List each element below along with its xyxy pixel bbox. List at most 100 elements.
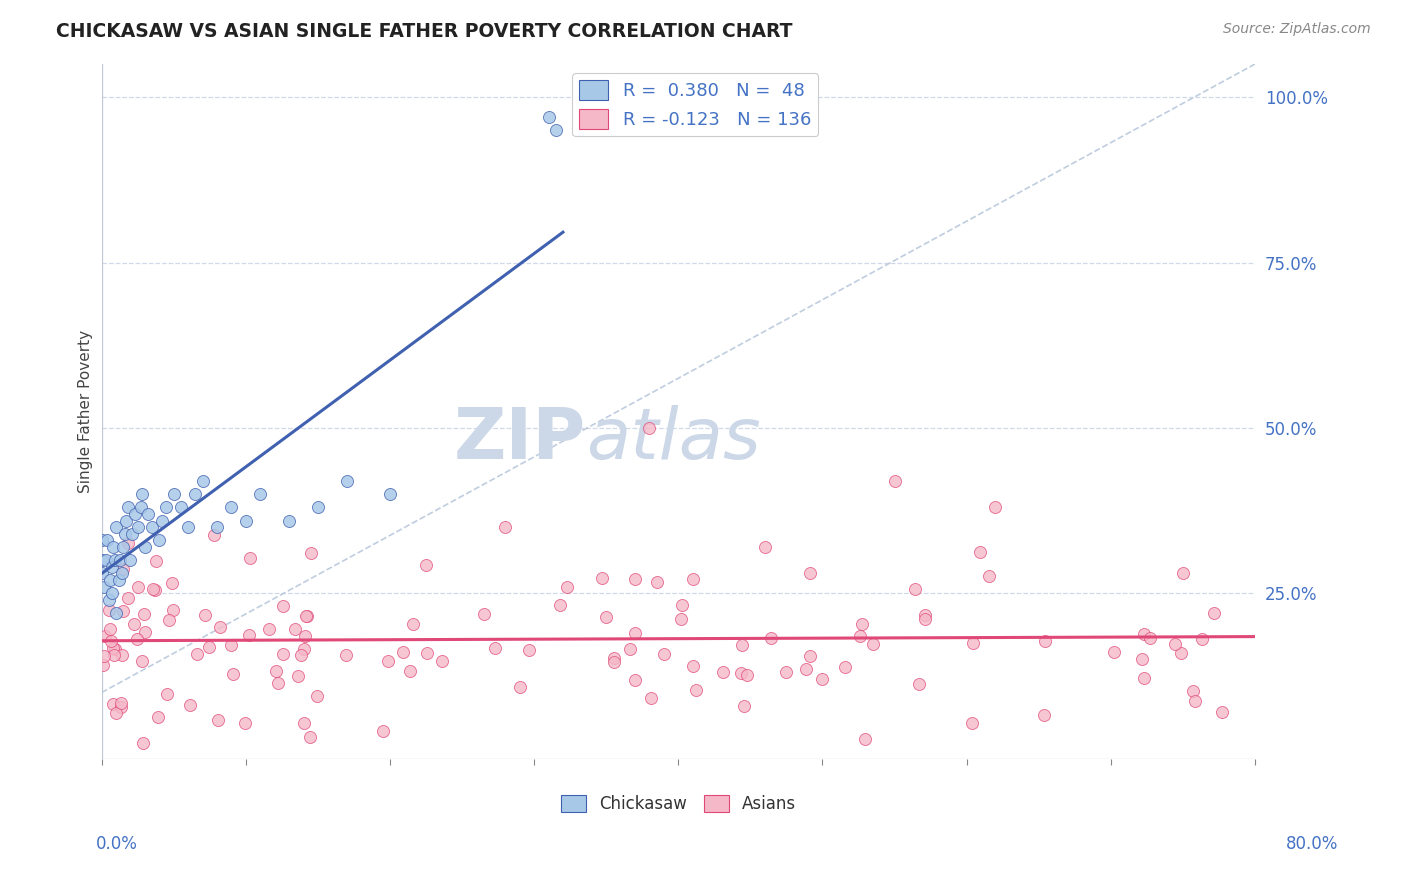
Point bbox=[299, 545, 322, 559]
Point bbox=[799, 566, 821, 580]
Point bbox=[640, 690, 662, 705]
Point bbox=[287, 668, 309, 682]
Point bbox=[156, 687, 179, 701]
Point bbox=[1163, 637, 1185, 651]
Point bbox=[134, 624, 156, 639]
Point bbox=[249, 487, 271, 501]
Point bbox=[184, 487, 207, 501]
Point bbox=[117, 536, 139, 550]
Point bbox=[157, 613, 180, 627]
Point bbox=[671, 598, 693, 612]
Point bbox=[430, 654, 453, 668]
Point bbox=[591, 571, 613, 585]
Point bbox=[848, 628, 870, 642]
Point bbox=[979, 568, 1001, 582]
Point bbox=[294, 629, 316, 643]
Point bbox=[100, 633, 122, 648]
Point bbox=[284, 622, 307, 636]
Point bbox=[207, 713, 229, 727]
Point bbox=[908, 676, 931, 690]
Point bbox=[730, 665, 752, 680]
Point bbox=[1139, 631, 1161, 645]
Point bbox=[186, 647, 208, 661]
Point bbox=[671, 612, 693, 626]
Point bbox=[112, 540, 135, 554]
Point bbox=[624, 626, 647, 640]
Point bbox=[307, 500, 329, 515]
Point bbox=[731, 638, 754, 652]
Point bbox=[120, 553, 142, 567]
Point bbox=[132, 607, 155, 621]
Point bbox=[1133, 671, 1156, 685]
Point bbox=[101, 640, 124, 655]
Point bbox=[335, 648, 357, 662]
Point bbox=[1102, 645, 1125, 659]
Point bbox=[273, 648, 295, 662]
Point bbox=[775, 665, 797, 679]
Point bbox=[142, 582, 165, 596]
Point bbox=[145, 554, 167, 568]
Point bbox=[603, 655, 626, 669]
Point bbox=[110, 700, 132, 714]
Text: atlas: atlas bbox=[586, 405, 761, 474]
Point bbox=[415, 646, 437, 660]
Point bbox=[131, 487, 153, 501]
Point bbox=[295, 608, 318, 623]
Point bbox=[305, 690, 328, 704]
Point bbox=[1191, 632, 1213, 646]
Point bbox=[290, 648, 312, 663]
Point bbox=[399, 664, 422, 678]
Point bbox=[122, 617, 145, 632]
Point bbox=[557, 580, 579, 594]
Point bbox=[1204, 606, 1226, 620]
Point bbox=[1171, 566, 1194, 581]
Point bbox=[141, 520, 163, 534]
Point bbox=[117, 591, 139, 605]
Point bbox=[862, 637, 884, 651]
Point bbox=[136, 507, 159, 521]
Point bbox=[834, 659, 856, 673]
Point bbox=[111, 604, 134, 618]
Point bbox=[652, 647, 675, 661]
Point bbox=[90, 566, 112, 581]
Point bbox=[377, 654, 399, 668]
Point bbox=[796, 662, 818, 676]
Point bbox=[1211, 705, 1233, 719]
Point bbox=[93, 648, 115, 663]
Point bbox=[127, 581, 149, 595]
Point bbox=[163, 487, 186, 501]
Point bbox=[1133, 627, 1156, 641]
Point bbox=[146, 709, 169, 723]
Point bbox=[602, 651, 624, 665]
Point bbox=[96, 533, 118, 548]
Point bbox=[125, 632, 148, 647]
Point bbox=[853, 731, 876, 746]
Point bbox=[550, 599, 572, 613]
Text: ZIP: ZIP bbox=[454, 405, 586, 474]
Point bbox=[131, 655, 153, 669]
Point bbox=[682, 572, 704, 586]
Point bbox=[110, 648, 132, 662]
Point bbox=[371, 724, 394, 739]
Point bbox=[682, 658, 704, 673]
Text: CHICKASAW VS ASIAN SINGLE FATHER POVERTY CORRELATION CHART: CHICKASAW VS ASIAN SINGLE FATHER POVERTY… bbox=[56, 22, 793, 41]
Point bbox=[121, 526, 143, 541]
Point bbox=[595, 609, 617, 624]
Point bbox=[98, 623, 121, 637]
Point bbox=[117, 500, 139, 515]
Point bbox=[914, 612, 936, 626]
Point bbox=[624, 572, 647, 586]
Point bbox=[100, 559, 122, 574]
Point bbox=[98, 573, 121, 587]
Point bbox=[904, 582, 927, 596]
Point bbox=[336, 474, 359, 488]
Point bbox=[914, 607, 936, 622]
Point bbox=[235, 514, 257, 528]
Point bbox=[238, 627, 260, 641]
Point bbox=[733, 698, 755, 713]
Point bbox=[94, 553, 117, 567]
Point bbox=[645, 575, 668, 590]
Point bbox=[114, 526, 136, 541]
Text: 0.0%: 0.0% bbox=[96, 835, 138, 853]
Point bbox=[103, 648, 125, 663]
